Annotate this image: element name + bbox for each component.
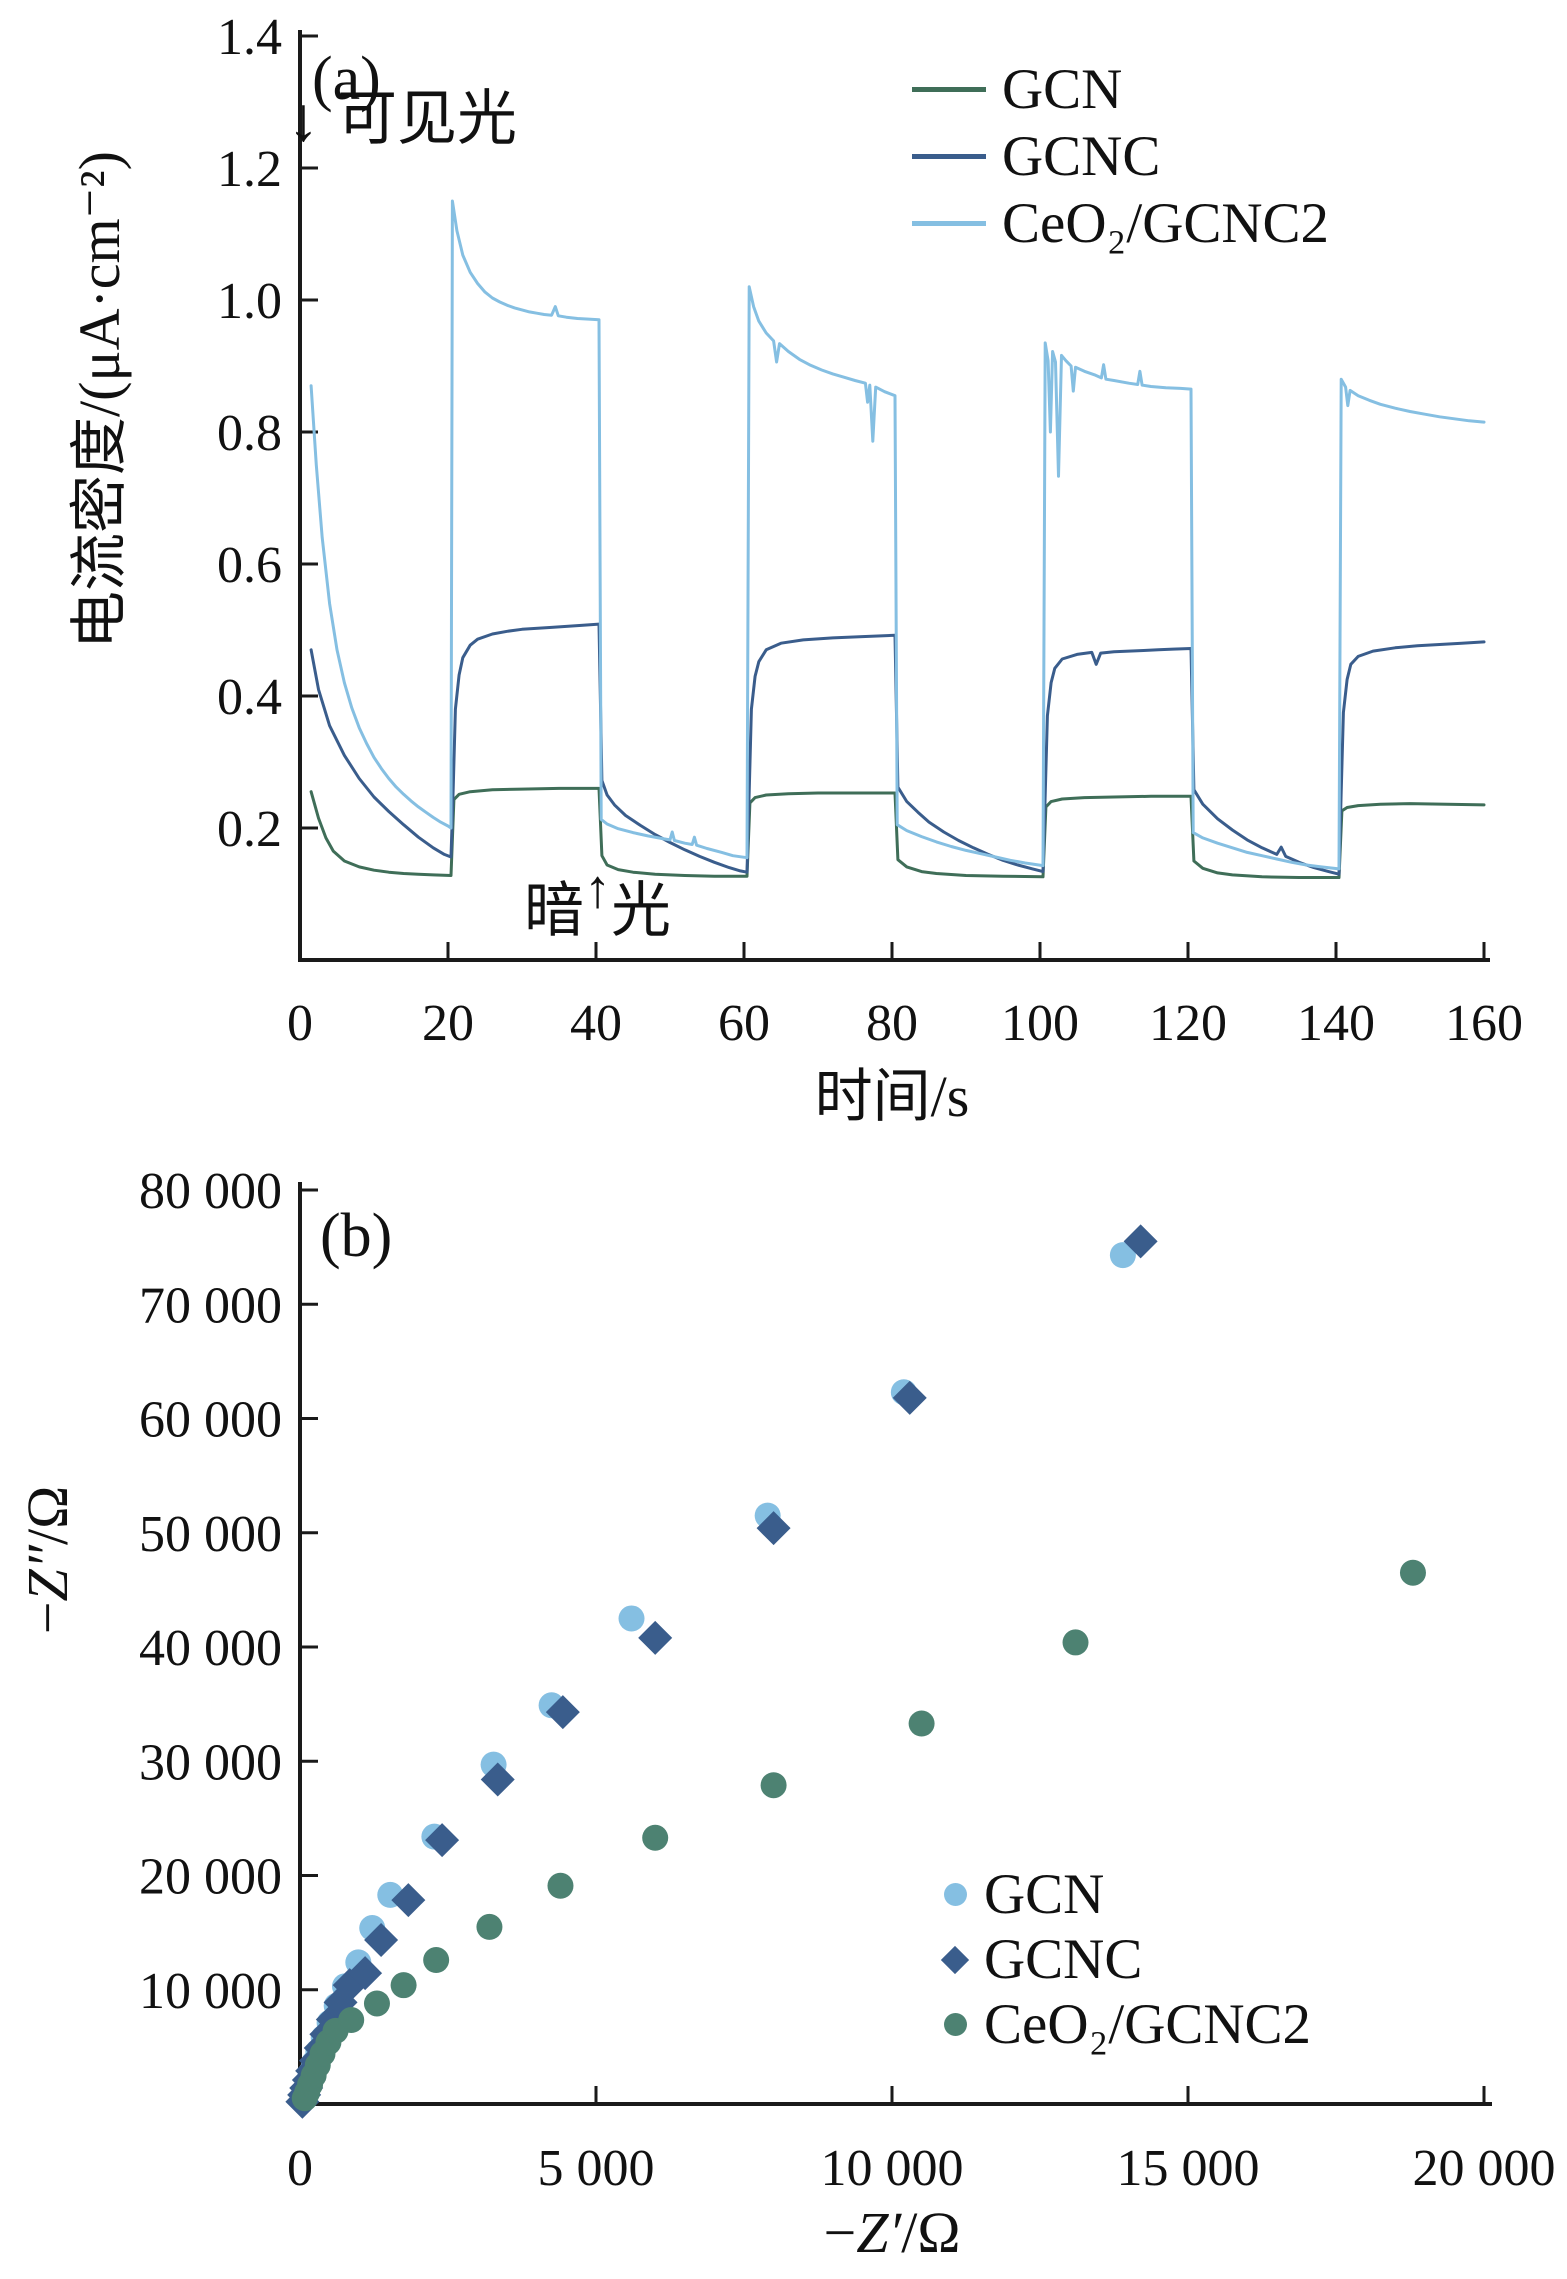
- ceo2-gcnc2-marker: [940, 2013, 970, 2036]
- x-tick-label: 140: [1297, 995, 1375, 1052]
- gcnc-marker: [940, 1945, 970, 1974]
- y-tick-label: 80 000: [139, 1163, 282, 1220]
- point-CeO₂/GCNC2: [1399, 1559, 1426, 1586]
- point-GCNC: [425, 1823, 460, 1858]
- ceo2-gcnc2-line-swatch: [912, 221, 986, 226]
- y-tick-label: 40 000: [139, 1620, 282, 1677]
- x-tick-label: 160: [1445, 995, 1523, 1052]
- annotation-dark-pre: 暗: [524, 878, 584, 944]
- panel-a-y-axis-label: 电流密度/(μA·cm⁻²): [67, 151, 132, 649]
- point-CeO₂/GCNC2: [363, 1990, 390, 2017]
- y-tick-label: 50 000: [139, 1506, 282, 1563]
- point-GCNC: [545, 1695, 580, 1730]
- legend-label-gcnc: GCNC: [1002, 125, 1161, 188]
- gcn-line-swatch: [912, 87, 986, 92]
- x-tick-label: 40: [570, 995, 622, 1052]
- legend-item-gcn: GCN: [912, 56, 1329, 123]
- point-CeO₂/GCNC2: [338, 2007, 365, 2034]
- y-tick-label: 1.0: [217, 273, 282, 330]
- point-CeO₂/GCNC2: [547, 1872, 574, 1899]
- gcnc-line-swatch: [912, 154, 986, 159]
- point-GCNC: [391, 1883, 426, 1918]
- line-GCN: [309, 786, 1486, 879]
- point-GCNC: [364, 1923, 399, 1958]
- y-tick-label: 60 000: [139, 1392, 282, 1449]
- x-tick-label: 20: [422, 995, 474, 1052]
- y-tick-label: 0.6: [217, 537, 282, 594]
- series-CeO₂/GCNC2: [291, 1559, 1426, 2112]
- point-GCN: [1109, 1242, 1136, 1269]
- panel-b-label: (b): [320, 1202, 393, 1270]
- legend-item-gcnc: GCNC: [912, 123, 1329, 190]
- legend-label-gcnc: GCNC: [984, 1928, 1143, 1991]
- legend-item-gcnc: GCNC: [940, 1927, 1311, 1992]
- x-tick-label: 20 000: [1413, 2140, 1556, 2197]
- arrow-up-icon: ↑: [584, 859, 611, 919]
- point-GCNC: [480, 1762, 515, 1797]
- legend-label-ceo2-gcnc2: CeO₂/GCNC2: [1002, 192, 1330, 255]
- legend-panel-a: GCN GCNC CeO₂/GCNC2: [912, 56, 1329, 257]
- x-tick-label: 0: [287, 995, 313, 1052]
- point-GCNC: [638, 1620, 673, 1655]
- x-tick-label: 15 000: [1117, 2140, 1260, 2197]
- point-CeO₂/GCNC2: [908, 1710, 935, 1737]
- panel-a-x-axis-label: 时间/s: [814, 1064, 970, 1129]
- panel-b: 10 000 20 000 30 000 40 000 50 000 60 000 70 0…: [139, 1163, 1556, 2197]
- y-tick-label: 20 000: [139, 1849, 282, 1906]
- series-GCNC: [309, 622, 1486, 876]
- y-tick-label: 0.8: [217, 405, 282, 462]
- x-tick-label: 0: [287, 2140, 313, 2197]
- legend-item-ceo2-gcnc2: CeO₂/GCNC2: [912, 190, 1329, 257]
- annotation-dark: 暗↑光: [524, 859, 671, 944]
- y-tick-label: 0.2: [217, 801, 282, 858]
- y-tick-label: 1.4: [217, 9, 282, 66]
- legend-panel-b: GCN GCNC CeO₂/GCNC2: [940, 1862, 1311, 2057]
- panel-b-x-axis-label: −Z′/Ω: [823, 2200, 961, 2265]
- point-CeO₂/GCNC2: [1062, 1629, 1089, 1656]
- point-GCNC: [348, 1956, 383, 1991]
- point-CeO₂/GCNC2: [390, 1972, 417, 1999]
- annotation-visible-light-text: 可见光: [337, 86, 517, 152]
- legend-label-gcn: GCN: [984, 1863, 1105, 1926]
- x-tick-label: 120: [1149, 995, 1227, 1052]
- y-tick-label: 70 000: [139, 1277, 282, 1334]
- line-GCNC: [309, 622, 1486, 876]
- panel-a: 0.2 0.4 0.6 0.8 1.0 1.2 1.4 0 20 40 60 80 100 120 140 1…: [217, 9, 1523, 1052]
- point-GCNC: [756, 1511, 791, 1546]
- line-CeO₂/GCNC2: [309, 199, 1486, 871]
- y-tick-label: 10 000: [139, 1963, 282, 2020]
- arrow-down-icon: ↓: [288, 86, 319, 154]
- point-CeO₂/GCNC2: [642, 1824, 669, 1851]
- x-tick-label: 5 000: [538, 2140, 655, 2197]
- annotation-dark-post: 光: [611, 878, 671, 944]
- series-GCN: [309, 786, 1486, 879]
- y-tick-label: 0.4: [217, 669, 282, 726]
- panel-a-label: (a): [312, 45, 381, 113]
- y-tick-label: 1.2: [217, 141, 282, 198]
- point-GCN: [618, 1605, 645, 1632]
- legend-label-gcn: GCN: [1002, 58, 1123, 121]
- point-CeO₂/GCNC2: [423, 1947, 450, 1974]
- point-CeO₂/GCNC2: [760, 1772, 787, 1799]
- annotation-visible-light: ↓ 可见光: [288, 86, 517, 154]
- gcn-marker: [940, 1883, 970, 1906]
- legend-label-ceo2-gcnc2: CeO₂/GCNC2: [984, 1993, 1312, 2056]
- x-tick-label: 80: [866, 995, 918, 1052]
- point-GCNC: [1123, 1224, 1158, 1259]
- y-tick-label: 30 000: [139, 1734, 282, 1791]
- x-tick-label: 10 000: [821, 2140, 964, 2197]
- x-tick-label: 60: [718, 995, 770, 1052]
- x-tick-label: 100: [1001, 995, 1079, 1052]
- series-CeO₂/GCNC2: [309, 199, 1486, 871]
- point-GCNC: [892, 1380, 927, 1415]
- legend-item-ceo2-gcnc2: CeO₂/GCNC2: [940, 1992, 1311, 2057]
- legend-item-gcn: GCN: [940, 1862, 1311, 1927]
- point-CeO₂/GCNC2: [476, 1913, 503, 1940]
- panel-b-y-axis-label: −Z″/Ω: [15, 1485, 80, 1635]
